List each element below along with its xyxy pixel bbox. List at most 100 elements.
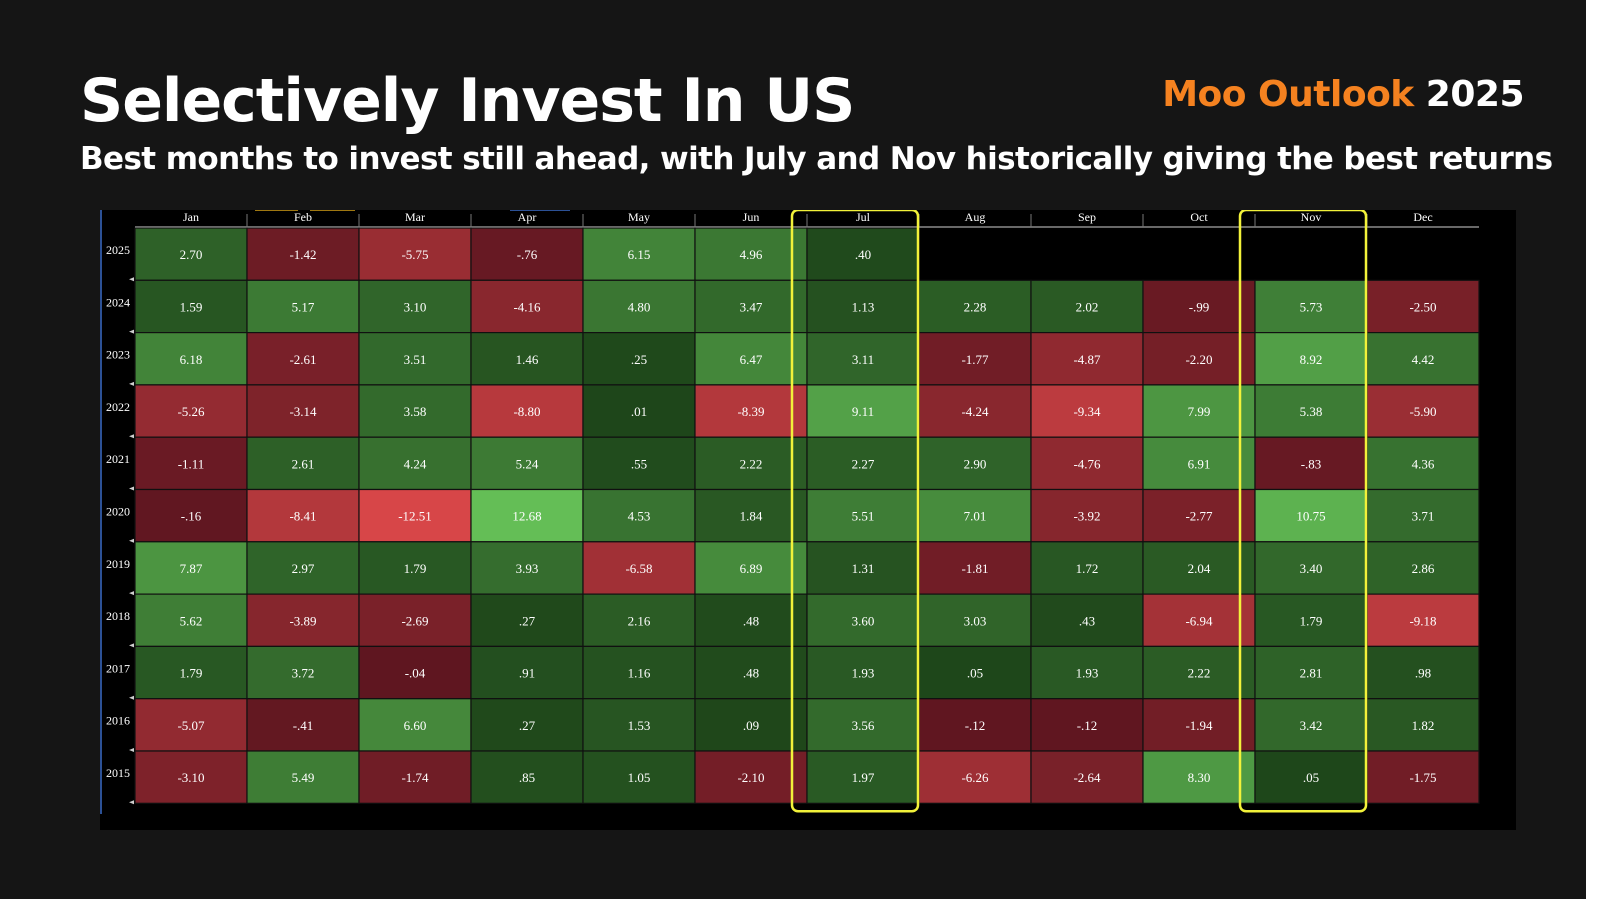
cell-value: -.99 bbox=[1189, 299, 1210, 314]
heatmap-cell bbox=[470, 279, 584, 334]
cell-value: -1.77 bbox=[961, 352, 989, 367]
heatmap-cell bbox=[694, 488, 808, 543]
cell-value: 3.10 bbox=[404, 299, 427, 314]
cell-value: 6.18 bbox=[180, 352, 203, 367]
heatmap-cell bbox=[470, 384, 584, 438]
cell-value: -1.75 bbox=[1409, 770, 1436, 785]
page-title: Selectively Invest In US bbox=[80, 66, 855, 136]
cell-value: 4.42 bbox=[1412, 352, 1435, 367]
row-tick bbox=[129, 434, 134, 439]
cell-value: 2.90 bbox=[964, 456, 987, 471]
cell-value: .05 bbox=[1303, 770, 1319, 785]
row-tick bbox=[129, 695, 134, 700]
cell-value: 7.01 bbox=[964, 509, 987, 524]
cell-value: -2.61 bbox=[289, 352, 316, 367]
cell-value: .48 bbox=[743, 666, 759, 681]
heatmap-cell bbox=[358, 541, 472, 595]
heatmap-cell bbox=[470, 488, 584, 543]
cell-value: .05 bbox=[967, 666, 983, 681]
heatmap-cell bbox=[134, 750, 248, 804]
heatmap-cell bbox=[1142, 384, 1256, 438]
cell-value: -2.77 bbox=[1185, 509, 1213, 524]
cell-value: -.04 bbox=[405, 666, 426, 681]
heatmap-cell bbox=[694, 227, 808, 281]
heatmap-cell bbox=[358, 488, 472, 543]
heatmap-cell bbox=[806, 593, 920, 648]
cell-value: .27 bbox=[519, 613, 536, 628]
heatmap-cell bbox=[1030, 331, 1144, 386]
heatmap-cell bbox=[1030, 436, 1144, 491]
cell-value: -2.20 bbox=[1185, 352, 1212, 367]
cell-value: 2.70 bbox=[180, 247, 203, 262]
cell-value: 1.31 bbox=[852, 561, 875, 576]
heatmap-cell bbox=[470, 750, 584, 804]
cell-value: 3.58 bbox=[404, 404, 427, 419]
cell-value: 5.49 bbox=[292, 770, 315, 785]
heatmap-cell bbox=[1030, 488, 1144, 543]
cell-value: -2.50 bbox=[1409, 299, 1436, 314]
heatmap-cell bbox=[1254, 698, 1368, 752]
heatmap-cell bbox=[694, 331, 808, 386]
heatmap-cell bbox=[806, 541, 920, 595]
cell-value: 2.97 bbox=[292, 561, 315, 576]
cell-value: 1.79 bbox=[1300, 613, 1323, 628]
row-tick bbox=[129, 643, 134, 648]
heatmap-cell bbox=[694, 750, 808, 804]
heatmap-cell bbox=[806, 488, 920, 543]
heatmap-cell bbox=[246, 698, 360, 752]
heatmap-cell bbox=[246, 541, 360, 595]
heatmap-cell bbox=[358, 593, 472, 648]
cell-value: 3.40 bbox=[1300, 561, 1323, 576]
cell-value: -.41 bbox=[293, 718, 314, 733]
cell-value: 6.47 bbox=[740, 352, 763, 367]
row-label-2018: 2018 bbox=[106, 609, 130, 623]
cell-value: -5.26 bbox=[177, 404, 205, 419]
heatmap-cell bbox=[582, 279, 696, 334]
cell-value: -4.24 bbox=[961, 404, 989, 419]
column-label-dec: Dec bbox=[1413, 210, 1432, 224]
cell-value: -2.64 bbox=[1073, 770, 1101, 785]
cell-value: 8.30 bbox=[1188, 770, 1211, 785]
cell-value: 1.13 bbox=[852, 299, 875, 314]
column-label-feb: Feb bbox=[294, 210, 312, 224]
cell-value: 5.24 bbox=[516, 456, 539, 471]
heatmap-cell bbox=[1030, 750, 1144, 804]
heatmap-cell bbox=[1142, 331, 1256, 386]
cell-value: 6.91 bbox=[1188, 456, 1211, 471]
cell-value: .01 bbox=[631, 404, 647, 419]
heatmap-cell bbox=[246, 384, 360, 438]
heatmap-cell bbox=[358, 750, 472, 804]
cell-value: 9.11 bbox=[852, 404, 874, 419]
column-label-jul: Jul bbox=[856, 210, 871, 224]
cell-value: -4.87 bbox=[1073, 352, 1101, 367]
right-edge-strip bbox=[1586, 0, 1600, 899]
heatmap-cell bbox=[1366, 750, 1480, 804]
cell-value: -5.75 bbox=[401, 247, 428, 262]
cell-value: -5.07 bbox=[177, 718, 205, 733]
heatmap-cell bbox=[470, 436, 584, 491]
cell-value: 2.16 bbox=[628, 613, 651, 628]
cell-value: .43 bbox=[1079, 613, 1095, 628]
cell-value: 1.79 bbox=[180, 666, 203, 681]
cell-value: .91 bbox=[519, 666, 535, 681]
heatmap-cell bbox=[134, 488, 248, 543]
row-label-2023: 2023 bbox=[106, 348, 130, 362]
heatmap-cell bbox=[1142, 436, 1256, 491]
cell-value: 1.59 bbox=[180, 299, 203, 314]
cell-value: .09 bbox=[743, 718, 759, 733]
cell-value: 2.04 bbox=[1188, 561, 1211, 576]
column-label-jan: Jan bbox=[183, 210, 199, 224]
heatmap-svg: Jan Feb Mar Apr May Jun Jul Aug Sep Oct Nov Dec 2025… bbox=[100, 210, 1480, 814]
heatmap-cell bbox=[582, 331, 696, 386]
cell-value: 4.24 bbox=[404, 456, 427, 471]
cell-value: 1.93 bbox=[1076, 666, 1099, 681]
column-label-mar: Mar bbox=[405, 210, 425, 224]
heatmap-cell bbox=[918, 698, 1032, 752]
cell-value: 1.79 bbox=[404, 561, 427, 576]
cell-value: 4.36 bbox=[1412, 456, 1435, 471]
cell-value: -12.51 bbox=[398, 509, 432, 524]
row-label-2015: 2015 bbox=[106, 766, 130, 780]
cell-value: 3.71 bbox=[1412, 509, 1435, 524]
cell-value: 2.61 bbox=[292, 456, 315, 471]
heatmap-cell bbox=[1366, 384, 1480, 438]
